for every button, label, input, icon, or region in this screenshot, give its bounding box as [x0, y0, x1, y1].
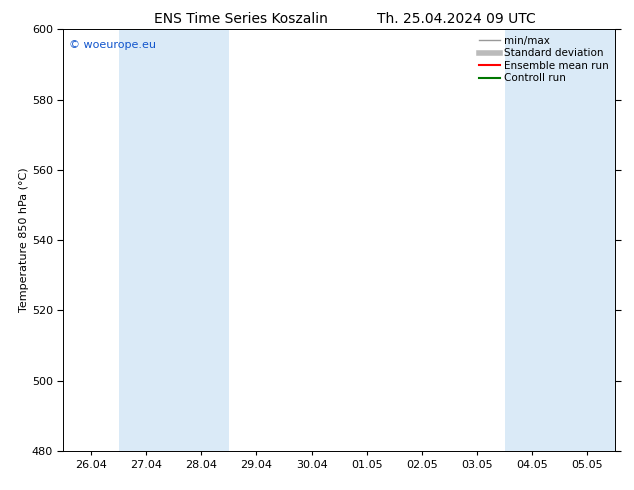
Text: Th. 25.04.2024 09 UTC: Th. 25.04.2024 09 UTC — [377, 12, 536, 26]
Bar — [119, 29, 229, 451]
Text: © woeurope.eu: © woeurope.eu — [69, 40, 156, 50]
Bar — [505, 29, 615, 451]
Text: ENS Time Series Koszalin: ENS Time Series Koszalin — [154, 12, 328, 26]
Legend: min/max, Standard deviation, Ensemble mean run, Controll run: min/max, Standard deviation, Ensemble me… — [476, 32, 612, 87]
Y-axis label: Temperature 850 hPa (°C): Temperature 850 hPa (°C) — [19, 168, 29, 313]
